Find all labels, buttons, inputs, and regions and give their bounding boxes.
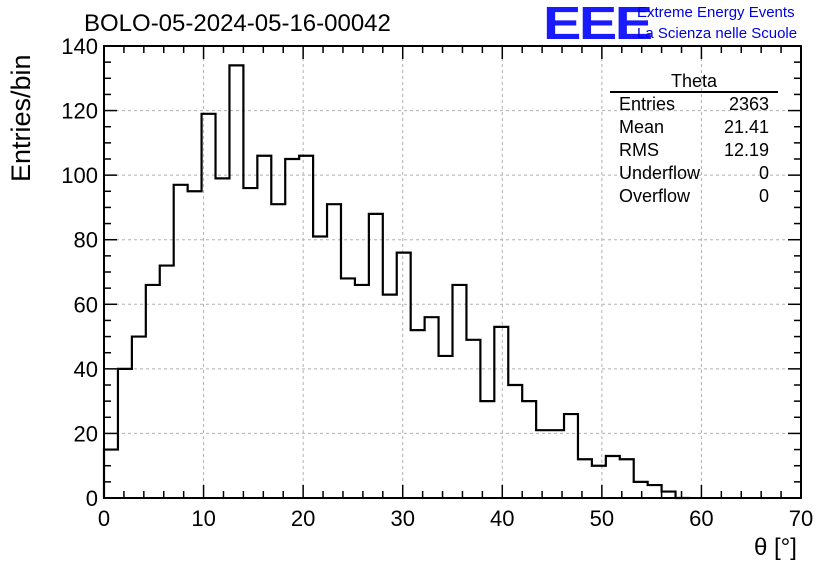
stats-key: Entries xyxy=(619,94,676,114)
histogram-bin xyxy=(202,114,216,498)
histogram-bin xyxy=(132,337,146,498)
y-tick-label: 0 xyxy=(86,486,98,511)
histogram-bin xyxy=(494,327,508,498)
histogram-bin xyxy=(271,204,285,498)
histogram-bin xyxy=(564,414,578,498)
stats-key: Mean xyxy=(619,117,665,137)
stats-title: Theta xyxy=(610,72,778,93)
histogram-bin xyxy=(634,482,648,498)
histogram-bin xyxy=(285,159,299,498)
x-tick-label: 20 xyxy=(291,506,315,531)
stats-key: Overflow xyxy=(619,186,691,206)
x-tick-label: 10 xyxy=(191,506,215,531)
y-tick-label: 40 xyxy=(74,357,98,382)
y-axis-label: Entries/bin xyxy=(6,54,36,182)
histogram-bin xyxy=(397,253,411,498)
y-tick-label: 20 xyxy=(74,421,98,446)
histogram-bin xyxy=(453,285,467,498)
histogram-bin xyxy=(648,485,662,498)
stats-box: Theta Entries 2363 Mean 21.41 RMS 12.19 Und… xyxy=(610,72,778,208)
x-tick-label: 50 xyxy=(590,506,614,531)
stats-value: 21.41 xyxy=(723,117,769,137)
logo-line-1: Extreme Energy Events xyxy=(637,4,795,21)
stats-value: 0 xyxy=(758,163,769,183)
histogram-bin xyxy=(369,214,383,498)
histogram-bin xyxy=(411,330,425,498)
x-tick-label: 30 xyxy=(390,506,414,531)
histogram-bin xyxy=(480,401,494,498)
histogram-bin xyxy=(104,450,118,498)
histogram-bin xyxy=(383,295,397,498)
histogram-bin xyxy=(216,178,230,498)
histogram-bin xyxy=(606,456,620,498)
histogram-bin xyxy=(257,156,271,498)
y-tick-label: 140 xyxy=(61,34,98,59)
histogram-bin xyxy=(578,459,592,498)
stats-key: RMS xyxy=(619,140,659,160)
y-tick-label: 60 xyxy=(74,292,98,317)
histogram-bin xyxy=(174,185,188,498)
histogram-bin xyxy=(439,356,453,498)
histogram-bin xyxy=(188,191,202,498)
histogram-bin xyxy=(229,65,243,498)
y-tick-label: 80 xyxy=(74,228,98,253)
histogram-outline xyxy=(102,64,690,500)
logo-line-2: La Scienza nelle Scuole xyxy=(637,25,798,42)
stats-row: Mean 21.41 xyxy=(610,116,778,139)
histogram-bin xyxy=(327,204,341,498)
histogram-bin xyxy=(508,385,522,498)
y-tick-label: 100 xyxy=(61,163,98,188)
histogram-bin xyxy=(341,278,355,498)
histogram-bin xyxy=(620,459,634,498)
histogram-bin xyxy=(243,188,257,498)
histogram-bin xyxy=(425,317,439,498)
chart-title: BOLO-05-2024-05-16-00042 xyxy=(84,10,391,37)
x-tick-label: 0 xyxy=(98,506,110,531)
plot-frame xyxy=(103,45,802,499)
histogram-bin xyxy=(466,340,480,498)
stats-row: Underflow 0 xyxy=(610,162,778,185)
histogram-bin xyxy=(313,236,327,498)
stats-row: Entries 2363 xyxy=(610,93,778,116)
histogram-bin xyxy=(522,401,536,498)
x-tick-label: 40 xyxy=(490,506,514,531)
x-tick-label: 70 xyxy=(789,506,813,531)
histogram-bin xyxy=(592,466,606,498)
histogram-bin xyxy=(536,430,550,498)
stats-row: RMS 12.19 xyxy=(610,139,778,162)
x-tick-label: 60 xyxy=(689,506,713,531)
histogram-bin xyxy=(299,156,313,498)
stats-row: Overflow 0 xyxy=(610,185,778,208)
y-tick-label: 120 xyxy=(61,99,98,124)
histogram-bin xyxy=(146,285,160,498)
stats-value: 12.19 xyxy=(723,140,769,160)
histogram-bin xyxy=(160,266,174,498)
x-axis-label: θ [°] xyxy=(754,534,797,561)
stats-value: 2363 xyxy=(728,94,769,114)
histogram-bin xyxy=(355,285,369,498)
histogram-bin xyxy=(550,430,564,498)
stats-value: 0 xyxy=(758,186,769,206)
eee-logo: EEE xyxy=(543,0,653,49)
histogram-bin xyxy=(118,369,132,498)
stats-key: Underflow xyxy=(619,163,701,183)
